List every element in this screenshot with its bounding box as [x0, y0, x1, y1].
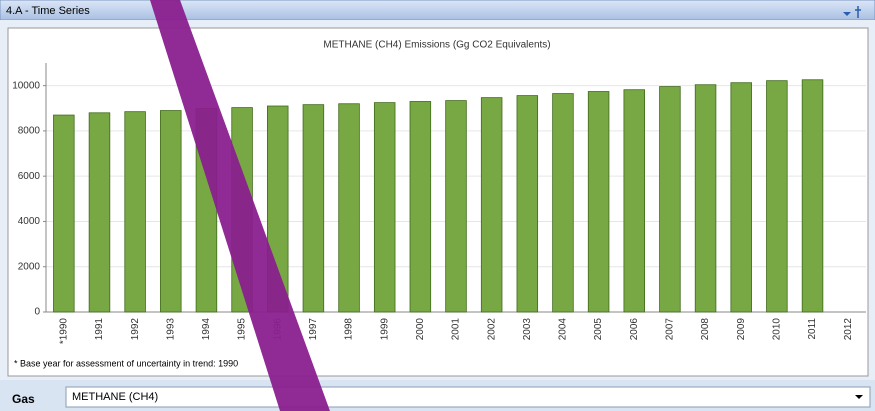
x-tick-label: 2002: [486, 318, 497, 341]
x-tick-label: 2010: [772, 318, 783, 341]
bar: [339, 104, 360, 312]
y-tick-label: 4000: [18, 216, 41, 227]
x-tick-label: 2006: [629, 318, 640, 341]
x-tick-label: 2004: [558, 318, 569, 341]
bar: [125, 112, 146, 312]
x-tick-label: 1995: [237, 318, 248, 341]
x-tick-label: 2012: [843, 318, 854, 341]
x-tick-label: 2009: [736, 318, 747, 341]
y-tick-label: 2000: [18, 261, 41, 272]
x-tick-label: *1990: [58, 318, 69, 345]
x-tick-label: 1999: [379, 318, 390, 341]
bar: [588, 92, 609, 312]
bar: [446, 101, 467, 312]
gas-select[interactable]: [66, 387, 870, 407]
bar: [303, 105, 324, 312]
x-tick-label: 2008: [700, 318, 711, 341]
bar: [695, 85, 716, 312]
panel-title: 4.A - Time Series: [6, 5, 90, 17]
bar: [481, 98, 502, 312]
filter-label: Gas: [12, 392, 35, 406]
x-tick-label: 1998: [344, 318, 355, 341]
x-tick-label: 1997: [308, 318, 319, 341]
time-series-window: 4.A - Time Series METHANE (CH4) Emission…: [0, 0, 875, 411]
bar: [160, 111, 181, 312]
x-tick-label: 1991: [94, 318, 105, 341]
gas-select-value: METHANE (CH4): [72, 391, 158, 403]
x-tick-label: 1992: [130, 318, 141, 341]
y-tick-label: 10000: [12, 80, 40, 91]
y-tick-label: 0: [34, 307, 40, 318]
x-tick-label: 2005: [593, 318, 604, 341]
bar: [767, 81, 788, 312]
bar: [553, 94, 574, 312]
chart: 4.A - Time Series METHANE (CH4) Emission…: [0, 0, 875, 411]
x-tick-label: 2000: [415, 318, 426, 341]
bar: [802, 80, 823, 312]
x-tick-label: 2001: [451, 318, 462, 341]
bar: [89, 113, 110, 312]
x-tick-label: 2003: [522, 318, 533, 341]
bar: [731, 83, 752, 312]
bar: [517, 96, 538, 312]
chart-title: METHANE (CH4) Emissions (Gg CO2 Equivale…: [323, 40, 550, 51]
x-tick-label: 1994: [201, 318, 212, 341]
bar: [660, 87, 681, 312]
bar: [53, 115, 74, 312]
footnote: * Base year for assessment of uncertaint…: [14, 358, 238, 368]
bar: [410, 101, 431, 312]
title-bar: [0, 0, 875, 20]
bar: [374, 103, 395, 312]
bar: [624, 90, 645, 312]
x-tick-label: 1993: [165, 318, 176, 341]
y-tick-label: 6000: [18, 171, 41, 182]
y-tick-label: 8000: [18, 126, 41, 137]
x-tick-label: 2011: [807, 318, 818, 340]
x-tick-label: 2007: [665, 318, 676, 341]
